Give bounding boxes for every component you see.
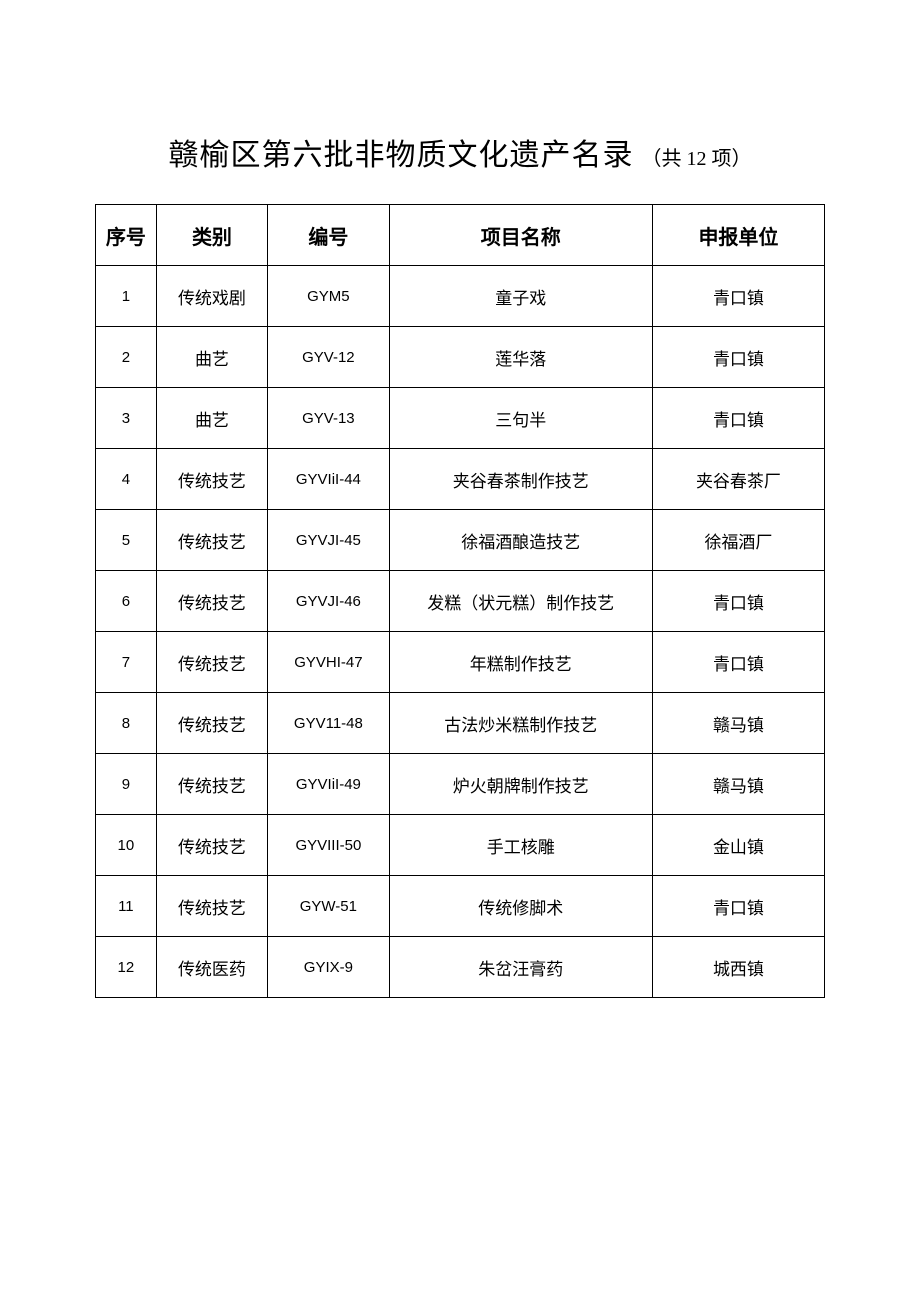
table-row: 8 传统技艺 GYV11-48 古法炒米糕制作技艺 赣马镇 xyxy=(96,693,825,754)
table-row: 2 曲艺 GYV-12 莲华落 青口镇 xyxy=(96,327,825,388)
cell-seq: 7 xyxy=(96,632,157,693)
cell-unit: 青口镇 xyxy=(652,571,824,632)
heritage-table: 序号 类别 编号 项目名称 申报单位 1 传统戏剧 GYM5 童子戏 青口镇 2… xyxy=(95,204,825,998)
table-row: 1 传统戏剧 GYM5 童子戏 青口镇 xyxy=(96,266,825,327)
cell-seq: 5 xyxy=(96,510,157,571)
cell-category: 传统技艺 xyxy=(156,876,267,937)
cell-seq: 6 xyxy=(96,571,157,632)
cell-category: 传统技艺 xyxy=(156,693,267,754)
cell-code: GYVJI-45 xyxy=(268,510,390,571)
table-header-row: 序号 类别 编号 项目名称 申报单位 xyxy=(96,205,825,266)
cell-code: GYIX-9 xyxy=(268,937,390,998)
cell-name: 三句半 xyxy=(389,388,652,449)
title-sub: （共 12 项） xyxy=(642,148,752,170)
header-category: 类别 xyxy=(156,205,267,266)
cell-name: 徐福酒酿造技艺 xyxy=(389,510,652,571)
cell-unit: 青口镇 xyxy=(652,876,824,937)
cell-category: 传统技艺 xyxy=(156,571,267,632)
cell-code: GYVIII-50 xyxy=(268,815,390,876)
document-container: 赣榆区第六批非物质文化遗产名录 （共 12 项） 序号 类别 编号 项目名称 申… xyxy=(0,0,920,998)
cell-code: GYVIiI-49 xyxy=(268,754,390,815)
cell-seq: 9 xyxy=(96,754,157,815)
cell-unit: 金山镇 xyxy=(652,815,824,876)
header-unit: 申报单位 xyxy=(652,205,824,266)
cell-category: 传统技艺 xyxy=(156,754,267,815)
page-title: 赣榆区第六批非物质文化遗产名录 （共 12 项） xyxy=(95,130,825,174)
table-row: 12 传统医药 GYIX-9 朱岔汪膏药 城西镇 xyxy=(96,937,825,998)
cell-code: GYV-13 xyxy=(268,388,390,449)
cell-unit: 青口镇 xyxy=(652,327,824,388)
cell-unit: 城西镇 xyxy=(652,937,824,998)
cell-unit: 青口镇 xyxy=(652,388,824,449)
cell-unit: 徐福酒厂 xyxy=(652,510,824,571)
table-row: 11 传统技艺 GYW-51 传统修脚术 青口镇 xyxy=(96,876,825,937)
cell-code: GYV11-48 xyxy=(268,693,390,754)
cell-category: 传统医药 xyxy=(156,937,267,998)
cell-category: 曲艺 xyxy=(156,388,267,449)
title-main: 赣榆区第六批非物质文化遗产名录 xyxy=(169,139,634,172)
table-row: 7 传统技艺 GYVHI-47 年糕制作技艺 青口镇 xyxy=(96,632,825,693)
cell-category: 传统技艺 xyxy=(156,510,267,571)
cell-name: 传统修脚术 xyxy=(389,876,652,937)
table-row: 3 曲艺 GYV-13 三句半 青口镇 xyxy=(96,388,825,449)
cell-seq: 12 xyxy=(96,937,157,998)
table-row: 5 传统技艺 GYVJI-45 徐福酒酿造技艺 徐福酒厂 xyxy=(96,510,825,571)
cell-name: 手工核雕 xyxy=(389,815,652,876)
cell-seq: 4 xyxy=(96,449,157,510)
cell-unit: 夹谷春茶厂 xyxy=(652,449,824,510)
cell-category: 传统技艺 xyxy=(156,632,267,693)
cell-category: 传统技艺 xyxy=(156,815,267,876)
table-row: 9 传统技艺 GYVIiI-49 炉火朝牌制作技艺 赣马镇 xyxy=(96,754,825,815)
cell-code: GYVIiI-44 xyxy=(268,449,390,510)
table-row: 6 传统技艺 GYVJI-46 发糕（状元糕）制作技艺 青口镇 xyxy=(96,571,825,632)
cell-code: GYM5 xyxy=(268,266,390,327)
cell-name: 古法炒米糕制作技艺 xyxy=(389,693,652,754)
cell-seq: 3 xyxy=(96,388,157,449)
cell-code: GYVJI-46 xyxy=(268,571,390,632)
table-row: 10 传统技艺 GYVIII-50 手工核雕 金山镇 xyxy=(96,815,825,876)
cell-name: 童子戏 xyxy=(389,266,652,327)
cell-code: GYVHI-47 xyxy=(268,632,390,693)
cell-seq: 10 xyxy=(96,815,157,876)
cell-unit: 青口镇 xyxy=(652,266,824,327)
cell-name: 年糕制作技艺 xyxy=(389,632,652,693)
cell-name: 朱岔汪膏药 xyxy=(389,937,652,998)
cell-name: 夹谷春茶制作技艺 xyxy=(389,449,652,510)
cell-category: 曲艺 xyxy=(156,327,267,388)
cell-code: GYV-12 xyxy=(268,327,390,388)
cell-unit: 赣马镇 xyxy=(652,754,824,815)
cell-category: 传统戏剧 xyxy=(156,266,267,327)
cell-unit: 青口镇 xyxy=(652,632,824,693)
table-body: 1 传统戏剧 GYM5 童子戏 青口镇 2 曲艺 GYV-12 莲华落 青口镇 … xyxy=(96,266,825,998)
cell-category: 传统技艺 xyxy=(156,449,267,510)
cell-seq: 8 xyxy=(96,693,157,754)
cell-seq: 2 xyxy=(96,327,157,388)
cell-name: 炉火朝牌制作技艺 xyxy=(389,754,652,815)
header-seq: 序号 xyxy=(96,205,157,266)
cell-name: 莲华落 xyxy=(389,327,652,388)
cell-code: GYW-51 xyxy=(268,876,390,937)
table-row: 4 传统技艺 GYVIiI-44 夹谷春茶制作技艺 夹谷春茶厂 xyxy=(96,449,825,510)
cell-unit: 赣马镇 xyxy=(652,693,824,754)
cell-seq: 1 xyxy=(96,266,157,327)
cell-name: 发糕（状元糕）制作技艺 xyxy=(389,571,652,632)
header-name: 项目名称 xyxy=(389,205,652,266)
cell-seq: 11 xyxy=(96,876,157,937)
header-code: 编号 xyxy=(268,205,390,266)
